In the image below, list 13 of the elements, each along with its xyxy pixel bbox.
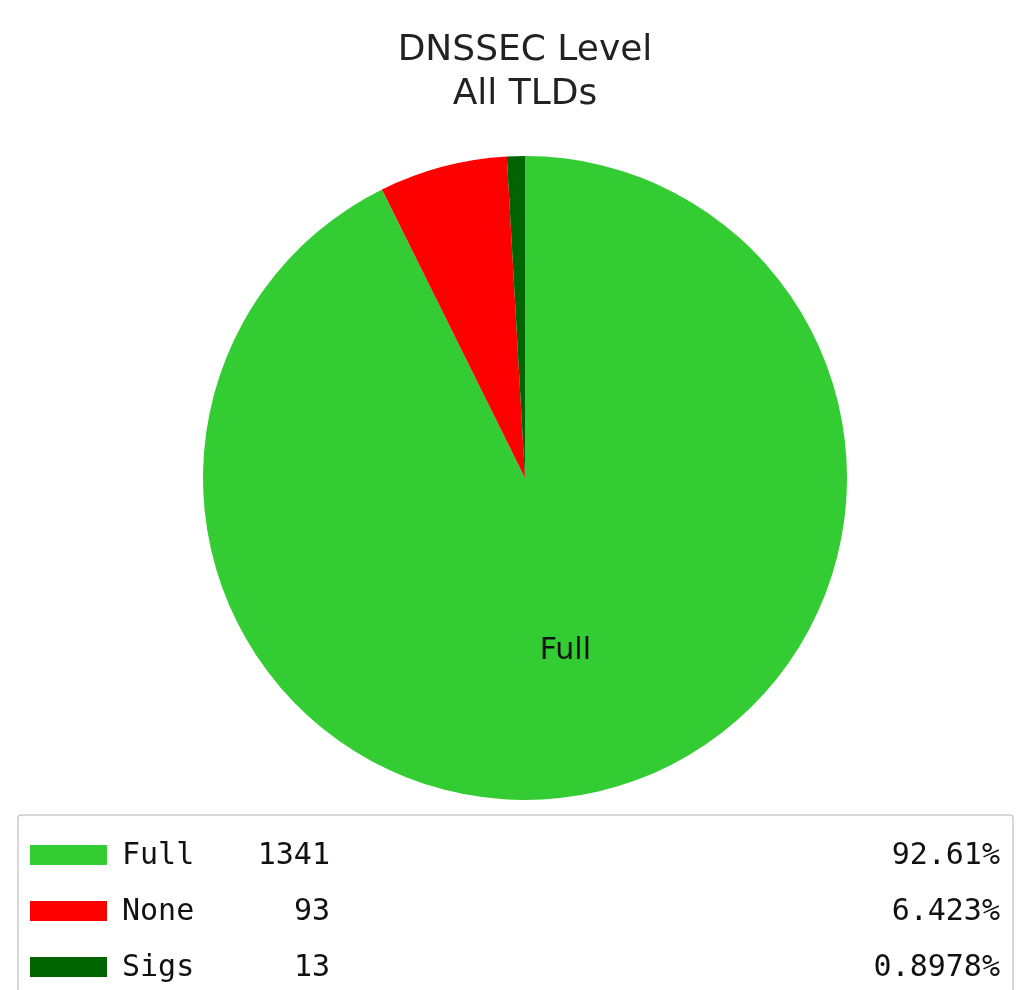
data-label: 1341 — [257, 835, 330, 871]
pie-slice — [203, 156, 847, 800]
slice-label: Full — [539, 630, 592, 666]
data-label: 93 — [293, 891, 330, 927]
text: 0.8978% — [873, 947, 1000, 983]
chart-title: DNSSEC Level All TLDs — [397, 27, 653, 112]
legend-label: Full — [122, 835, 195, 871]
legend-label: Sigs — [122, 947, 195, 983]
text: 92.61% — [891, 835, 1000, 871]
data-label: 13 — [293, 947, 330, 983]
legend-label: None — [122, 891, 195, 927]
pie-slice — [381, 156, 525, 478]
text: 6.423% — [891, 891, 1000, 927]
